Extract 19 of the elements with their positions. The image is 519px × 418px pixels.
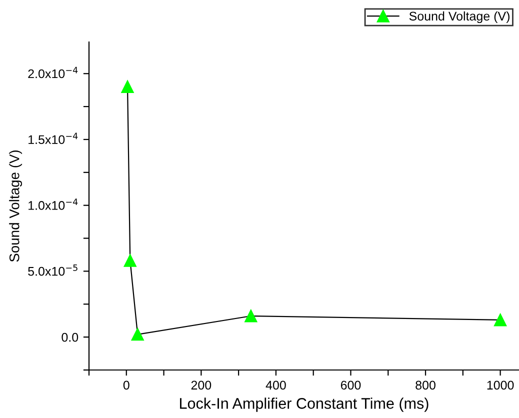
x-tick-label: 600 — [340, 380, 361, 390]
y-axis-title: Sound Voltage (V) — [9, 150, 22, 262]
y-tick-label: 1.0x10$^{−4}$ — [28, 198, 78, 210]
x-tick-label: 1000 — [487, 380, 514, 390]
y-tick-label: 5.0x10$^{−5}$ — [28, 264, 78, 276]
y-tick-label: 0.0 — [62, 332, 78, 342]
y-tick-label: 2.0x10$^{−4}$ — [28, 66, 78, 78]
x-tick-label: 800 — [416, 380, 436, 390]
point — [124, 254, 136, 267]
y-tick-label: 1.5x10$^{−4}$ — [28, 132, 78, 144]
x-tick-label: 200 — [191, 380, 212, 390]
x-tick-label: 400 — [266, 380, 286, 390]
point — [244, 310, 258, 322]
legend-label: Sound Voltage (V) — [409, 11, 510, 24]
point — [121, 80, 134, 94]
x-tick-label: 0 — [123, 380, 130, 390]
point — [494, 314, 507, 326]
point — [131, 328, 144, 341]
x-axis-title: Lock-In Amplifier Constant Time (ms) — [180, 398, 428, 412]
